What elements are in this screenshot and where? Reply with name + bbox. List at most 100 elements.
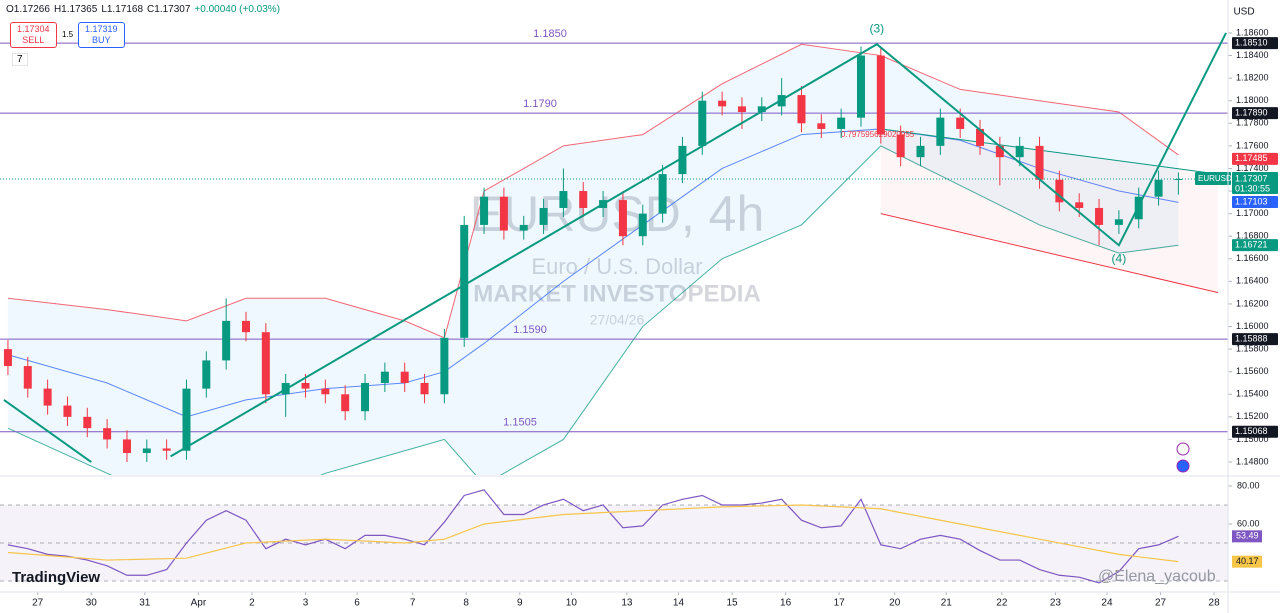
sell-price: 1.17304: [17, 24, 50, 34]
symbol-tag-label: EURUSD: [1198, 174, 1232, 183]
rsi-panel: 80.00 60.00 53.49 40.17: [0, 480, 1262, 584]
price-axis: 1.18600 1.18400 1.18200 1.18000 1.17800 1.176…: [32, 27, 1278, 609]
candle-body: [122, 439, 131, 453]
buy-button[interactable]: 1.17319 BUY: [78, 22, 125, 48]
wave-label: (3): [870, 21, 885, 35]
candle-body: [956, 117, 965, 129]
band-tag-label: 1.17103: [1235, 196, 1268, 206]
event-icon[interactable]: [1176, 459, 1190, 473]
x-tick-label: 7: [410, 598, 416, 609]
band-tag: [1232, 195, 1278, 208]
legend-header: O1.17266 H1.17365 L1.17168 C1.17307 +0.0…: [6, 4, 280, 15]
candle-body: [241, 320, 250, 333]
level-tag-label: 1.18510: [1235, 38, 1268, 48]
candle-body: [321, 388, 330, 395]
level-tag: [1232, 333, 1278, 346]
y-tick-label: 1.18400: [1236, 50, 1269, 60]
currency: USD: [1233, 7, 1254, 18]
x-tick-label: 10: [566, 598, 578, 609]
candle-body: [678, 145, 687, 175]
candle-body: [976, 128, 985, 146]
wave-line: [170, 32, 1227, 458]
wave-line: [3, 399, 92, 463]
candle-body: [1035, 145, 1044, 180]
candle-body: [876, 55, 885, 135]
candle-body: [440, 337, 449, 395]
candle-body: [837, 117, 846, 129]
sell-button[interactable]: 1.17304 SELL: [10, 22, 57, 48]
candle-body: [1174, 178, 1183, 180]
candle-body: [142, 448, 151, 453]
level-text: 1.1790: [523, 98, 557, 110]
candle-body: [380, 371, 389, 383]
candle-body: [559, 191, 568, 208]
rsi-ma-line: [7, 504, 1179, 563]
change: +0.00040 (+0.03%): [194, 4, 281, 15]
rsi-tick-label: 60.00: [1237, 518, 1260, 528]
y-tick-label: 1.17800: [1236, 118, 1269, 128]
x-tick-label: 9: [517, 598, 523, 609]
price-tag: [1232, 171, 1278, 194]
brand: TradingView: [12, 569, 100, 586]
candle-body: [718, 100, 727, 107]
y-tick-label: 1.18200: [1236, 73, 1269, 83]
level-text: 1.1590: [513, 324, 547, 336]
band-line: [7, 145, 1179, 475]
candle-body: [202, 360, 211, 389]
candle-body: [856, 55, 865, 118]
y-tick-label: 1.16400: [1236, 276, 1269, 286]
x-tick-label: 20: [889, 598, 901, 609]
candle-body: [995, 145, 1004, 158]
alert-icon[interactable]: [1176, 442, 1190, 456]
x-tick-label: 14: [673, 598, 685, 609]
candle-body: [1075, 202, 1084, 208]
x-tick-label: 17: [834, 598, 846, 609]
candle-body: [1095, 207, 1104, 225]
credit: @Elena_yacoub: [1098, 568, 1216, 585]
candle-body: [341, 394, 350, 412]
candle-body: [460, 224, 469, 338]
candle-body: [182, 388, 191, 451]
candle-body: [1015, 145, 1024, 158]
countdown: 01:30:55: [1235, 183, 1270, 193]
candle-body: [1055, 179, 1064, 203]
price-tag-label: 1.17307: [1235, 173, 1268, 183]
x-tick-label: 6: [354, 598, 360, 609]
channel-bottom: [880, 213, 1219, 294]
sell-label: SELL: [22, 35, 45, 45]
candle-body: [539, 207, 548, 225]
band-tag-label: 1.16721: [1235, 239, 1268, 249]
candle-body: [817, 123, 826, 129]
buy-price: 1.17319: [85, 24, 118, 34]
y-tick-label: 1.16200: [1236, 298, 1269, 308]
candle-body: [83, 416, 92, 429]
x-tick-label: 8: [463, 598, 469, 609]
candle-body: [698, 100, 707, 146]
ohlc-close: C1.17307: [147, 4, 191, 15]
candle-body: [63, 405, 72, 417]
x-tick-label: 13: [621, 598, 633, 609]
candle-body: [43, 388, 52, 406]
watermark-brand: MARKET INVESTOPEDIA: [473, 280, 761, 307]
candle-body: [1154, 179, 1163, 197]
y-tick-label: 1.18600: [1236, 27, 1269, 37]
x-tick-label: 21: [941, 598, 953, 609]
y-tick-label: 1.15400: [1236, 389, 1269, 399]
candle-body: [301, 382, 310, 389]
level-tag: [1232, 425, 1278, 438]
x-tick-label: 2: [249, 598, 255, 609]
candle-body: [103, 428, 112, 440]
candle-body: [916, 145, 925, 158]
level-text: 1.1505: [503, 417, 537, 429]
x-tick-label: 3: [303, 598, 309, 609]
y-tick-label: 1.14800: [1236, 456, 1269, 466]
candle-body: [499, 196, 508, 231]
y-tick-label: 1.15600: [1236, 366, 1269, 376]
candle-body: [896, 134, 905, 158]
indicator-toggle[interactable]: 7: [12, 53, 28, 66]
band-line: [7, 128, 1179, 418]
level-tag-label: 1.15888: [1235, 334, 1268, 344]
buy-label: BUY: [92, 35, 111, 45]
